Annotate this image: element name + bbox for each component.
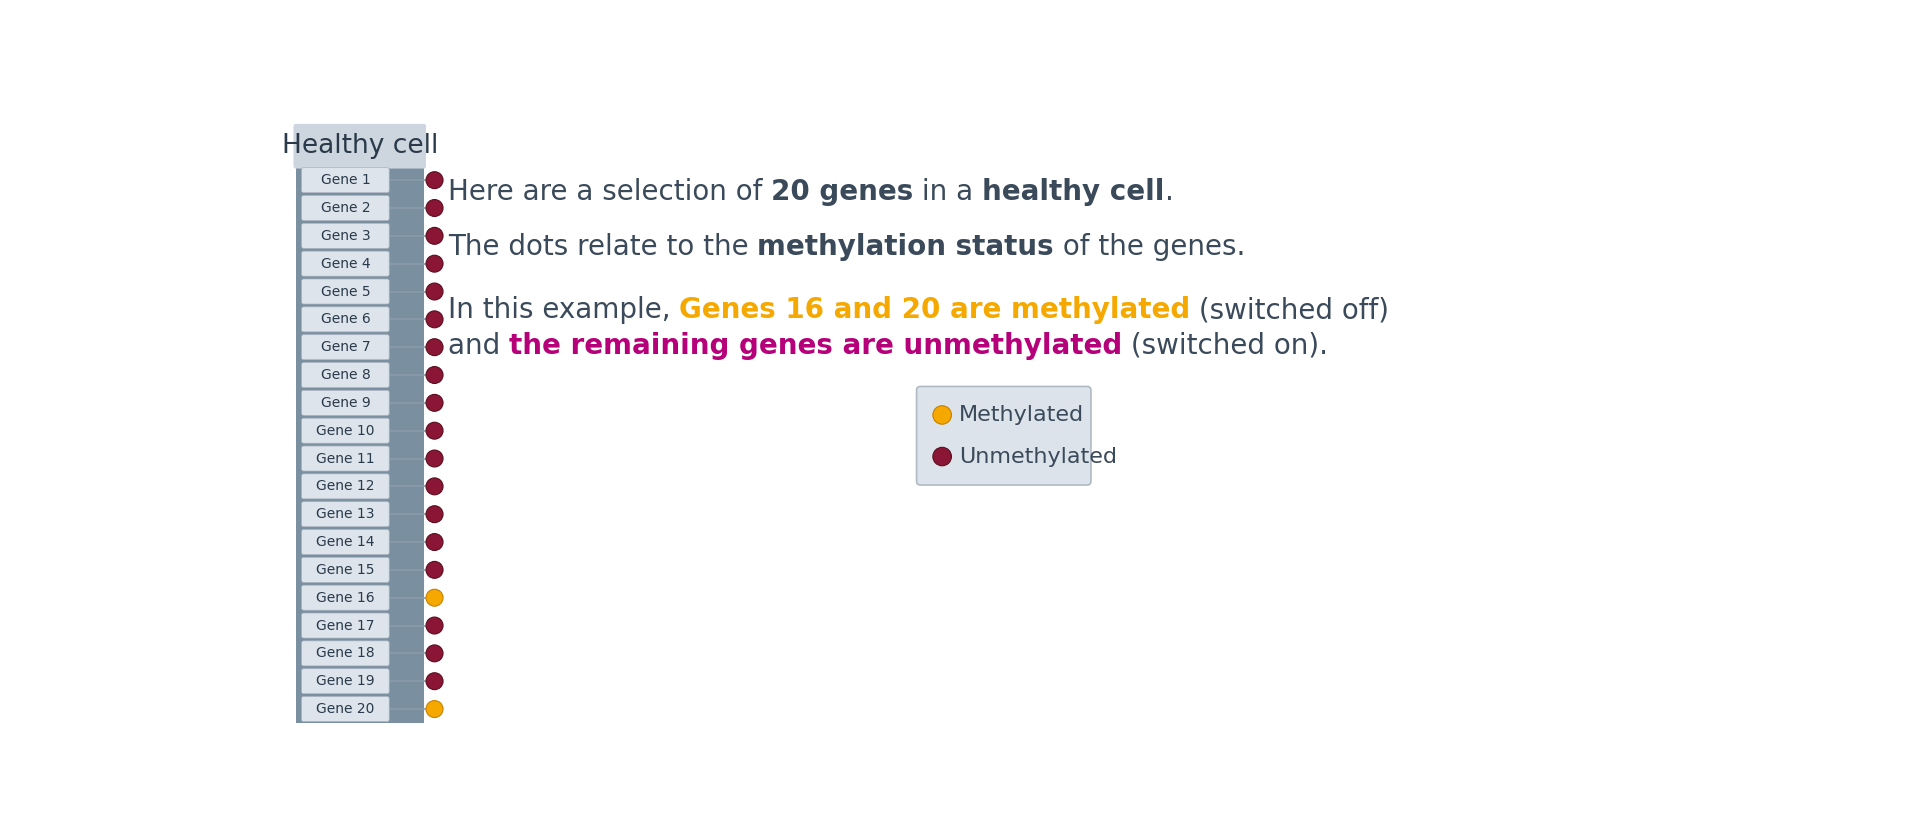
Text: In this example,: In this example, xyxy=(447,297,680,324)
Text: and: and xyxy=(447,332,509,360)
Text: Gene 8: Gene 8 xyxy=(321,368,371,382)
Text: Gene 19: Gene 19 xyxy=(317,675,374,688)
Circle shape xyxy=(426,423,444,439)
Text: healthy cell: healthy cell xyxy=(983,178,1165,206)
Text: Gene 15: Gene 15 xyxy=(317,563,374,577)
Text: Gene 14: Gene 14 xyxy=(317,535,374,549)
Circle shape xyxy=(426,283,444,300)
Circle shape xyxy=(933,406,952,424)
Circle shape xyxy=(426,395,444,412)
FancyBboxPatch shape xyxy=(301,529,390,554)
Circle shape xyxy=(933,447,952,465)
FancyBboxPatch shape xyxy=(301,558,390,582)
Text: Gene 13: Gene 13 xyxy=(317,507,374,521)
Text: Gene 16: Gene 16 xyxy=(317,591,374,605)
Text: (switched off): (switched off) xyxy=(1190,297,1390,324)
FancyBboxPatch shape xyxy=(301,391,390,415)
Text: (switched on).: (switched on). xyxy=(1121,332,1329,360)
FancyBboxPatch shape xyxy=(301,279,390,304)
Circle shape xyxy=(426,645,444,662)
Circle shape xyxy=(426,366,444,384)
Circle shape xyxy=(426,478,444,495)
FancyBboxPatch shape xyxy=(301,196,390,221)
FancyBboxPatch shape xyxy=(301,501,390,527)
Text: Gene 3: Gene 3 xyxy=(321,228,371,243)
Text: Gene 2: Gene 2 xyxy=(321,201,371,215)
FancyBboxPatch shape xyxy=(916,386,1091,485)
FancyBboxPatch shape xyxy=(301,696,390,722)
Circle shape xyxy=(426,200,444,217)
FancyBboxPatch shape xyxy=(301,251,390,276)
FancyBboxPatch shape xyxy=(301,418,390,444)
Text: Gene 18: Gene 18 xyxy=(317,646,374,660)
FancyBboxPatch shape xyxy=(301,669,390,694)
Text: Gene 10: Gene 10 xyxy=(317,423,374,438)
Circle shape xyxy=(426,255,444,272)
Text: Gene 4: Gene 4 xyxy=(321,257,371,270)
FancyBboxPatch shape xyxy=(301,585,390,610)
FancyBboxPatch shape xyxy=(301,334,390,360)
Text: Gene 9: Gene 9 xyxy=(321,396,371,410)
FancyBboxPatch shape xyxy=(301,168,390,192)
FancyBboxPatch shape xyxy=(301,474,390,499)
Text: methylation status: methylation status xyxy=(756,234,1054,261)
Circle shape xyxy=(426,673,444,690)
FancyBboxPatch shape xyxy=(301,307,390,332)
Text: Gene 20: Gene 20 xyxy=(317,702,374,716)
FancyBboxPatch shape xyxy=(301,613,390,638)
Text: Genes 16 and 20 are methylated: Genes 16 and 20 are methylated xyxy=(680,297,1190,324)
Text: Gene 17: Gene 17 xyxy=(317,618,374,633)
Circle shape xyxy=(426,589,444,606)
Text: Here are a selection of: Here are a selection of xyxy=(447,178,772,206)
Text: in a: in a xyxy=(914,178,983,206)
Text: The dots relate to the: The dots relate to the xyxy=(447,234,756,261)
Circle shape xyxy=(426,506,444,522)
FancyBboxPatch shape xyxy=(301,223,390,249)
Circle shape xyxy=(426,561,444,578)
Text: .: . xyxy=(1165,178,1173,206)
Circle shape xyxy=(426,171,444,189)
Text: 20 genes: 20 genes xyxy=(772,178,914,206)
Circle shape xyxy=(426,311,444,328)
FancyBboxPatch shape xyxy=(301,641,390,666)
FancyBboxPatch shape xyxy=(301,363,390,387)
Text: the remaining genes are unmethylated: the remaining genes are unmethylated xyxy=(509,332,1121,360)
Text: Methylated: Methylated xyxy=(960,405,1085,425)
Circle shape xyxy=(426,339,444,355)
Text: Gene 6: Gene 6 xyxy=(321,312,371,327)
Circle shape xyxy=(426,533,444,550)
Text: Gene 11: Gene 11 xyxy=(317,452,374,465)
Circle shape xyxy=(426,617,444,634)
Text: Gene 12: Gene 12 xyxy=(317,480,374,493)
Circle shape xyxy=(426,228,444,244)
Text: Gene 1: Gene 1 xyxy=(321,173,371,187)
FancyBboxPatch shape xyxy=(294,123,426,169)
FancyBboxPatch shape xyxy=(296,166,424,723)
Circle shape xyxy=(426,450,444,467)
FancyBboxPatch shape xyxy=(301,446,390,471)
Circle shape xyxy=(426,701,444,717)
Text: Unmethylated: Unmethylated xyxy=(960,447,1117,466)
Text: Gene 7: Gene 7 xyxy=(321,340,371,354)
Text: Healthy cell: Healthy cell xyxy=(282,134,438,160)
Text: Gene 5: Gene 5 xyxy=(321,285,371,298)
Text: of the genes.: of the genes. xyxy=(1054,234,1246,261)
